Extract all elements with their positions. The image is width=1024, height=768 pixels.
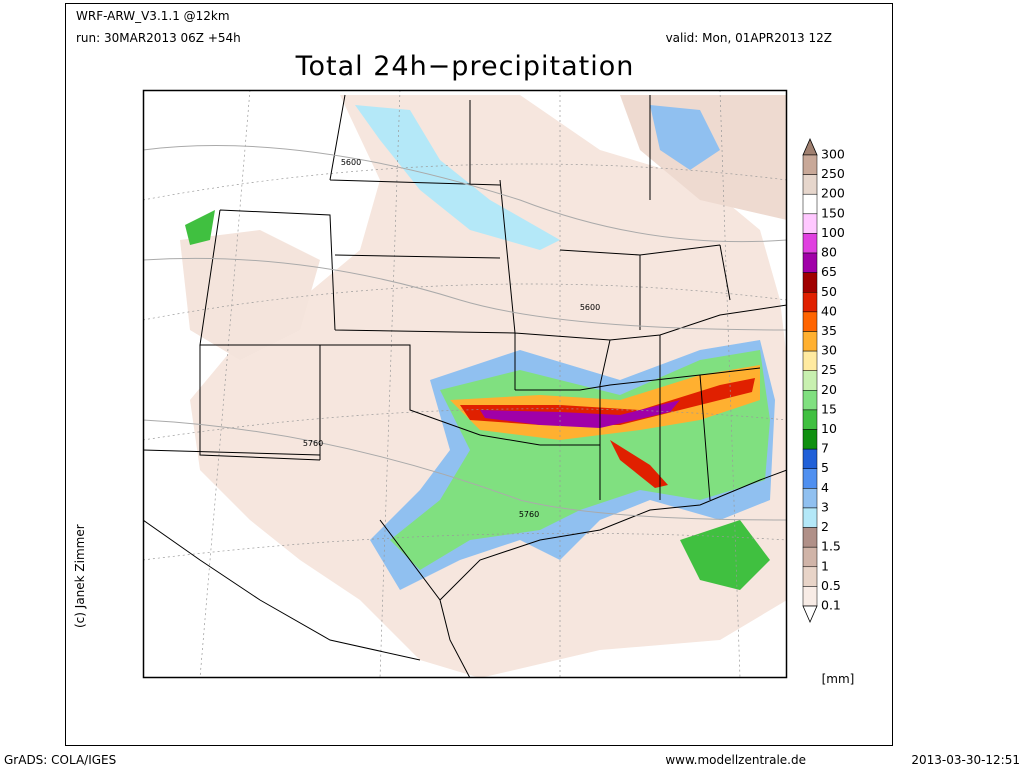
colorbar-box — [802, 331, 818, 352]
colorbar-label: 30 — [821, 343, 837, 358]
coastline — [143, 469, 787, 678]
colorbar-box — [802, 154, 818, 175]
colorbar-label: 200 — [821, 186, 845, 201]
contour-label: 5760 — [519, 510, 539, 519]
colorbar-label: 35 — [821, 323, 837, 338]
precip-red — [610, 440, 668, 488]
colorbar-label: 100 — [821, 225, 845, 240]
colorbar-label: 2 — [821, 519, 829, 534]
colorbar-box — [802, 546, 818, 568]
colorbar-label: 5 — [821, 460, 829, 475]
colorbar-box — [802, 174, 818, 195]
colorbar-box — [802, 390, 818, 411]
colorbar-label: 0.1 — [821, 598, 841, 613]
colorbar-box — [802, 429, 818, 450]
colorbar-label: 80 — [821, 245, 837, 260]
colorbar-box — [802, 448, 818, 469]
colorbar-box — [802, 213, 818, 234]
colorbar-box — [802, 507, 818, 528]
colorbar-box — [802, 409, 818, 430]
colorbar-label: 300 — [821, 147, 845, 162]
colorbar-label: 25 — [821, 362, 837, 377]
colorbar-box — [802, 193, 818, 215]
footer-right: 2013-03-30-12:51 — [911, 753, 1020, 767]
credit: (c) Janek Zimmer — [73, 524, 87, 628]
colorbar-label: 150 — [821, 205, 845, 220]
precip-green — [185, 210, 215, 245]
colorbar-label: 4 — [821, 480, 829, 495]
colorbar: 300 250 200 150 100 80 65 50 40 35 30 25 20 15 10 7 5 4 3 2… — [802, 138, 845, 623]
unit-label: [mm] — [822, 672, 855, 686]
precip-light — [180, 230, 320, 360]
precip-purple — [480, 400, 680, 428]
colorbar-box — [802, 252, 818, 273]
colorbar-label: 50 — [821, 284, 837, 299]
footer-left: GrADS: COLA/IGES — [4, 753, 116, 767]
colorbar-label: 10 — [821, 421, 837, 436]
map-title: Total 24h−precipitation — [295, 51, 635, 82]
map-frame — [142, 89, 788, 679]
height-contour — [143, 145, 787, 521]
map: 5600 5600 5760 5760 — [142, 89, 788, 679]
colorbar-label: 40 — [821, 303, 837, 318]
colorbar-box — [802, 527, 818, 548]
model-label: WRF-ARW_V3.1.1 @12km — [76, 9, 230, 23]
colorbar-box — [802, 350, 818, 371]
colorbar-label: 250 — [821, 166, 845, 181]
colorbar-label: 1 — [821, 558, 829, 573]
precip-blue — [355, 105, 560, 250]
contour-label: 5760 — [303, 439, 323, 448]
contour-label: 5600 — [580, 303, 600, 312]
colorbar-box — [802, 272, 818, 293]
footer-center: www.modellzentrale.de — [665, 753, 806, 767]
graticule — [143, 90, 787, 678]
colorbar-box — [802, 370, 818, 391]
colorbar-label: 20 — [821, 382, 837, 397]
colorbar-label: 65 — [821, 264, 837, 279]
colorbar-box — [802, 586, 818, 607]
colorbar-label: 1.5 — [821, 539, 841, 554]
colorbar-label: 7 — [821, 441, 829, 456]
colorbar-box — [802, 233, 818, 254]
colorbar-box — [802, 468, 818, 489]
colorbar-below — [802, 605, 818, 623]
colorbar-label: 15 — [821, 401, 837, 416]
colorbar-label: 3 — [821, 499, 829, 514]
colorbar-box — [802, 292, 818, 313]
colorbar-label: 0.5 — [821, 578, 841, 593]
run-label: run: 30MAR2013 06Z +54h — [76, 31, 241, 45]
state-border — [143, 94, 787, 501]
valid-label: valid: Mon, 01APR2013 12Z — [666, 31, 832, 45]
colorbar-box — [802, 311, 818, 332]
colorbar-box — [802, 566, 818, 587]
colorbar-box — [802, 488, 818, 509]
precip-blue — [650, 105, 720, 170]
contour-label: 5600 — [341, 158, 361, 167]
